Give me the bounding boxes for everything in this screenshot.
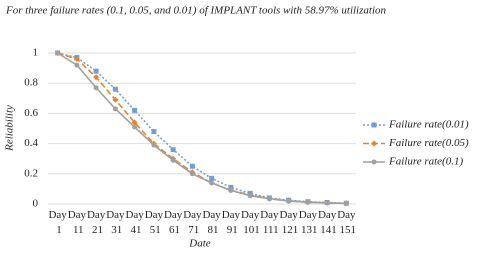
legend-marker <box>371 140 377 147</box>
x-tick-label: Day 111 <box>260 209 279 236</box>
x-tick-label: Day 141 <box>318 209 337 236</box>
marker <box>209 180 215 186</box>
marker <box>228 184 234 190</box>
marker <box>151 129 157 135</box>
marker <box>93 68 99 74</box>
marker <box>73 56 80 63</box>
marker <box>247 193 253 199</box>
y-tick-label: 0.8 <box>24 77 38 89</box>
x-tick-label: Day 151 <box>337 209 356 236</box>
marker <box>55 50 61 56</box>
x-tick-label: Day 51 <box>145 209 164 236</box>
legend-marker <box>371 122 377 128</box>
marker <box>131 119 138 126</box>
marker <box>112 106 118 112</box>
marker <box>189 171 195 177</box>
x-tick-label: Day 101 <box>241 209 260 236</box>
marker <box>93 74 100 81</box>
marker <box>324 200 330 206</box>
y-tick-label: 1 <box>33 47 39 59</box>
series-line <box>57 52 347 205</box>
legend-label: Failure rate(0.1) <box>388 156 463 168</box>
legend-marker <box>371 159 377 165</box>
marker <box>170 147 176 153</box>
marker <box>74 62 80 68</box>
x-tick-label: Day 81 <box>202 209 221 236</box>
marker <box>266 196 272 202</box>
x-tick-label: Day 41 <box>125 209 144 236</box>
x-tick-label: Day 121 <box>279 209 298 236</box>
marker <box>228 187 234 193</box>
y-tick-label: 0.2 <box>24 167 38 179</box>
x-tick-label: Day 11 <box>68 209 87 236</box>
marker <box>93 85 99 91</box>
marker <box>132 107 138 113</box>
x-tick-label: Day 61 <box>164 209 183 236</box>
x-tick-label: Day 31 <box>106 209 125 236</box>
x-tick-label: Day 21 <box>87 209 106 236</box>
marker <box>170 157 176 163</box>
x-tick-label: Day 71 <box>183 209 202 236</box>
marker <box>305 199 311 205</box>
legend-label: Failure rate(0.05) <box>388 137 469 149</box>
marker <box>209 175 215 181</box>
marker <box>151 142 157 148</box>
legend-label: Failure rate(0.01) <box>388 119 469 131</box>
series-line <box>57 52 347 205</box>
marker <box>189 163 195 169</box>
x-axis-label: Date <box>188 238 211 250</box>
y-axis-label: Reliability <box>4 105 16 152</box>
y-tick-label: 0.4 <box>24 137 38 149</box>
x-tick-label: Day 91 <box>222 209 241 236</box>
x-tick-label: Day 131 <box>298 209 317 236</box>
marker <box>286 198 292 204</box>
y-tick-label: 0.6 <box>24 107 38 119</box>
marker <box>112 96 119 103</box>
chart-title: For three failure rates (0.1, 0.05, and … <box>5 5 387 17</box>
marker <box>343 200 349 206</box>
x-tick-label: Day 1 <box>48 209 67 236</box>
marker <box>132 124 138 130</box>
marker <box>112 86 118 92</box>
y-tick-label: 0 <box>33 198 39 210</box>
